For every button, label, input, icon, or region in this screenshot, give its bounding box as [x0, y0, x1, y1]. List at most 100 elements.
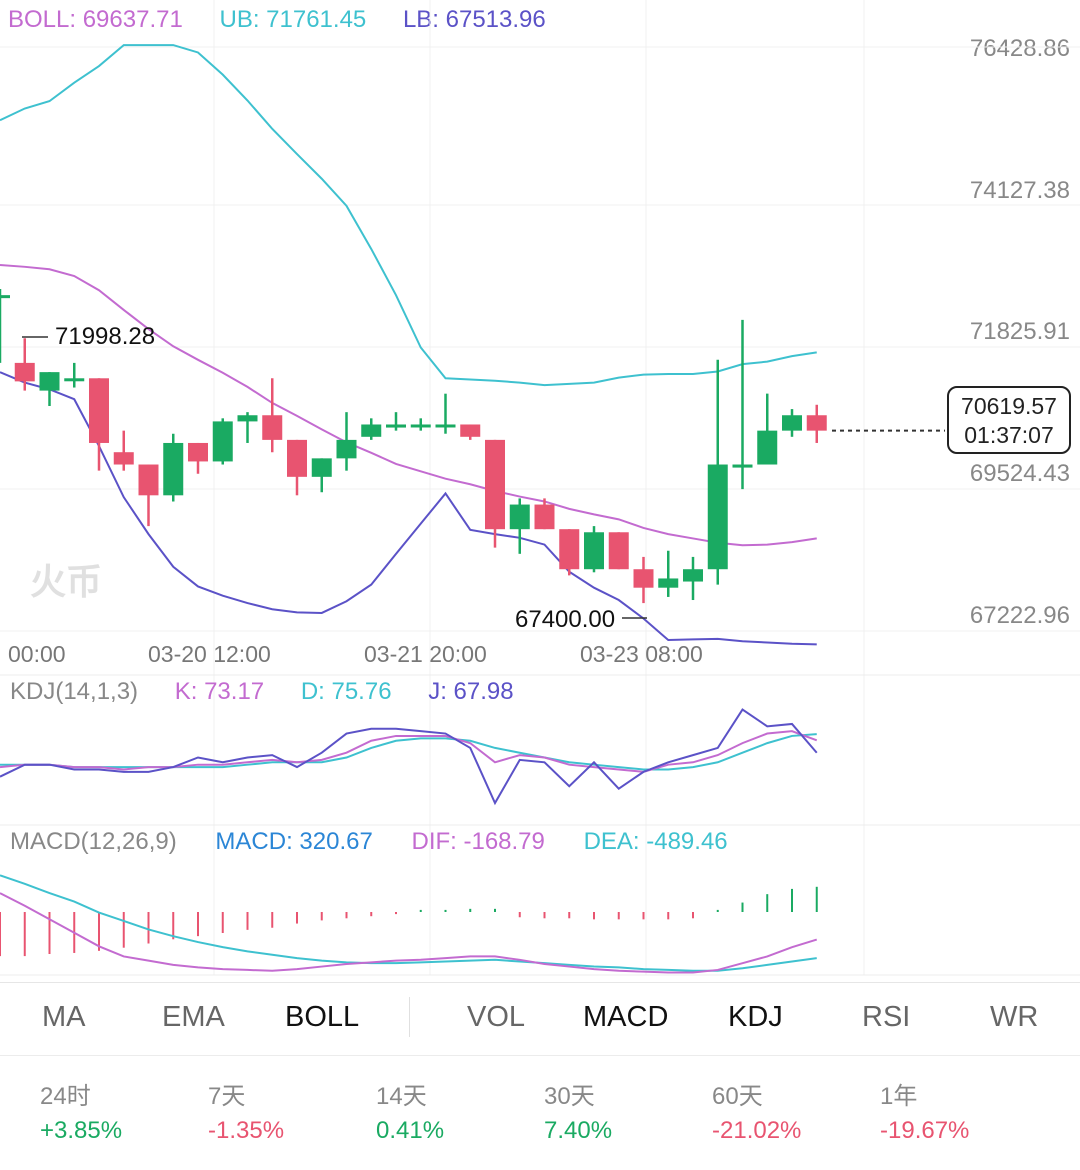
candlestick-chart[interactable] — [0, 0, 1080, 980]
perf-value: 0.41% — [376, 1117, 445, 1144]
y-tick-0: 76428.86 — [969, 35, 1070, 62]
x-tick-2: 03-21 20:00 — [364, 641, 487, 667]
y-tick-1: 74127.38 — [969, 177, 1070, 204]
ub-value: UB: 71761.45 — [219, 6, 367, 33]
candle-body — [113, 452, 134, 465]
tab-macd[interactable]: MACD — [583, 1001, 669, 1033]
candle-body — [485, 439, 505, 530]
current-price-box[interactable]: 70619.57 01:37:07 — [947, 386, 1071, 454]
candle-body — [336, 439, 357, 459]
perf-label: 1年 — [880, 1083, 918, 1110]
candle-body — [707, 464, 728, 570]
tab-boll[interactable]: BOLL — [285, 1001, 360, 1033]
perf-label: 24时 — [40, 1083, 91, 1110]
candle-body — [89, 378, 109, 443]
perf-label: 60天 — [712, 1083, 763, 1110]
lb-value: LB: 67513.96 — [402, 6, 546, 33]
perf-7d[interactable]: 7天 -1.35% — [208, 1076, 368, 1145]
y-tick-4: 67222.96 — [969, 602, 1070, 629]
candle-body — [262, 415, 283, 440]
candle-body — [188, 442, 208, 462]
candle-body — [658, 578, 679, 588]
perf-14d[interactable]: 14天 0.41% — [376, 1076, 536, 1145]
dea-value: DEA: -489.46 — [583, 828, 728, 855]
kdj-title: KDJ(14,1,3) — [10, 678, 139, 705]
kdj-legend: KDJ(14,1,3) K: 73.17 D: 75.76 J: 67.98 — [10, 678, 514, 706]
dif-value: DIF: -168.79 — [411, 828, 545, 855]
macd-dea-line — [0, 874, 817, 972]
candle-body — [806, 415, 827, 431]
tab-kdj[interactable]: KDJ — [728, 1001, 783, 1033]
tab-rsi[interactable]: RSI — [862, 1001, 911, 1033]
perf-60d[interactable]: 60天 -21.02% — [712, 1076, 872, 1145]
tab-ma[interactable]: MA — [42, 1001, 86, 1033]
candle-body — [584, 532, 604, 570]
perf-label: 14天 — [376, 1083, 427, 1110]
candle-body — [460, 424, 481, 437]
perf-value: -1.35% — [208, 1117, 285, 1144]
candle-body — [732, 464, 753, 468]
candle-body — [683, 569, 703, 582]
macd-value: MACD: 320.67 — [215, 828, 373, 855]
candle-body — [237, 415, 258, 422]
kdj-k-line — [0, 730, 818, 773]
perf-value: +3.85% — [40, 1117, 123, 1144]
kdj-d-line — [0, 733, 817, 771]
boll-mid-line — [0, 263, 817, 547]
tab-ema[interactable]: EMA — [162, 1001, 225, 1033]
tab-divider — [409, 997, 410, 1037]
tab-wr[interactable]: WR — [990, 1001, 1039, 1033]
candle-body — [138, 464, 159, 496]
candle-body — [212, 421, 233, 462]
candle-body — [509, 504, 530, 530]
perf-value: 7.40% — [544, 1117, 613, 1144]
low-marker-label: 67400.00 — [515, 606, 616, 633]
x-tick-1: 03-20 12:00 — [148, 641, 271, 667]
candle-body — [782, 415, 802, 431]
boll-value: BOLL: 69637.71 — [8, 6, 183, 33]
candle-body — [311, 458, 332, 477]
macd-dif-line — [0, 892, 818, 974]
macd-legend: MACD(12,26,9) MACD: 320.67 DIF: -168.79 … — [10, 828, 728, 856]
macd-title: MACD(12,26,9) — [10, 828, 177, 855]
perf-24h[interactable]: 24时 +3.85% — [40, 1076, 200, 1145]
candle-body — [39, 372, 60, 391]
kdj-k: K: 73.17 — [174, 678, 265, 705]
candle-body — [633, 569, 654, 588]
perf-label: 30天 — [544, 1083, 595, 1110]
perf-value: -19.67% — [880, 1117, 970, 1144]
kdj-j: J: 67.98 — [428, 678, 514, 705]
boll-lower-line — [0, 371, 817, 646]
tab-vol[interactable]: VOL — [467, 1001, 526, 1033]
high-marker-label: 71998.28 — [55, 323, 156, 350]
boll-upper-line — [0, 44, 817, 387]
candle-body — [163, 442, 184, 496]
candle-body — [608, 532, 629, 570]
candle-body — [435, 424, 456, 428]
candle-body — [287, 439, 307, 477]
y-tick-3: 69524.43 — [969, 460, 1070, 487]
candle-countdown: 01:37:07 — [964, 422, 1054, 448]
candle-body — [534, 504, 555, 530]
candle-body — [14, 362, 35, 382]
y-tick-2: 71825.91 — [969, 318, 1070, 345]
watermark-logo: 火币 — [30, 561, 103, 602]
kdj-d: D: 75.76 — [300, 678, 392, 705]
candle-body — [559, 529, 580, 570]
candle-body — [0, 295, 10, 299]
x-tick-3: 03-23 08:00 — [580, 641, 703, 667]
candle-body — [757, 430, 778, 465]
x-tick-0: 00:00 — [8, 641, 66, 667]
perf-value: -21.02% — [712, 1117, 802, 1144]
candle-body — [386, 424, 406, 428]
indicator-tabs: MA EMA BOLL VOL MACD KDJ RSI WR — [0, 982, 1080, 1056]
kdj-j-line — [0, 708, 818, 806]
perf-label: 7天 — [208, 1083, 246, 1110]
candle-body — [361, 424, 382, 437]
candle-body — [64, 378, 85, 382]
perf-30d[interactable]: 30天 7.40% — [544, 1076, 704, 1145]
boll-legend: BOLL: 69637.71 UB: 71761.45 LB: 67513.96 — [8, 6, 546, 34]
current-price: 70619.57 — [961, 393, 1057, 419]
candle-body — [410, 424, 431, 428]
perf-1y[interactable]: 1年 -19.67% — [880, 1076, 1040, 1145]
